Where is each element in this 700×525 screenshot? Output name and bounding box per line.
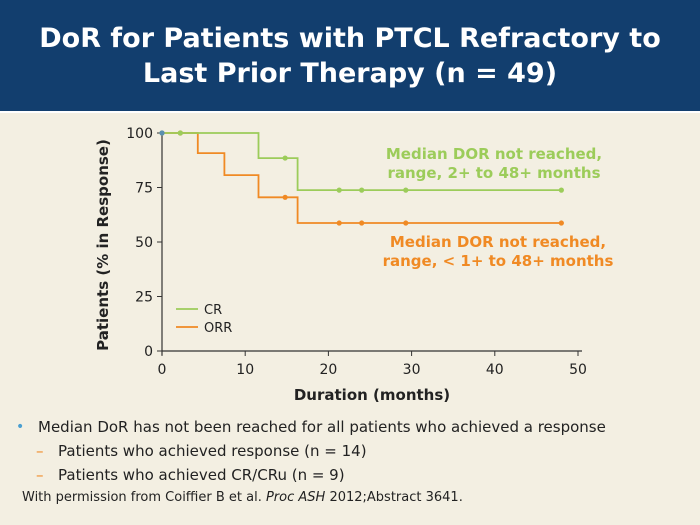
sub-bullet-dash-icon: – [36,442,44,460]
censor-mark-orr [403,220,409,226]
y-axis-label: Patients (% in Response) [94,139,112,351]
series-line-orr [162,132,562,224]
x-tick-label: 0 [158,362,167,378]
y-tick-label: 100 [126,126,153,142]
slide-header: DoR for Patients with PTCL Refractory to… [0,0,700,111]
bullet-dot-icon: • [16,419,25,435]
censor-mark-orr [282,194,288,200]
legend-label-cr: CR [204,303,222,318]
slide-title-line2: Last Prior Therapy (n = 49) [142,57,558,89]
y-tick-label: 75 [135,181,153,197]
bullet-main-text: Median DoR has not been reached for all … [38,418,606,436]
legend-label-orr: ORR [204,321,232,336]
citation-suffix: 2012;Abstract 3641. [325,490,463,505]
bullet-sub-text-response: Patients who achieved response (n = 14) [58,442,367,460]
x-tick-label: 40 [486,362,504,378]
censor-mark-cr [282,155,288,161]
start-point-marker [159,130,165,136]
x-tick-label: 20 [319,362,337,378]
citation: With permission from Coiffier B et al. P… [22,490,463,505]
censor-mark-cr [177,130,183,136]
citation-prefix: With permission from Coiffier B et al. [22,490,266,505]
bullet-list: • Median DoR has not been reached for al… [14,415,694,487]
censor-mark-cr [359,187,365,193]
bullet-sub-text-cr: Patients who achieved CR/CRu (n = 9) [58,466,345,484]
y-tick-label: 25 [135,290,153,306]
annotation-orr-line2: range, < 1+ to 48+ months [383,252,614,270]
annotation-cr-line2: range, 2+ to 48+ months [387,164,600,182]
censor-mark-cr [403,187,409,193]
bullet-item-sub-cr: – Patients who achieved CR/CRu (n = 9) [14,463,694,487]
x-tick-label: 50 [569,362,587,378]
kaplan-meier-chart: 0 10 20 30 40 50 0 25 50 75 100 Duration (months) Pa… [94,126,614,404]
y-tick-label: 0 [144,344,153,360]
annotation-cr-line1: Median DOR not reached, [386,145,602,163]
bullet-item-main: • Median DoR has not been reached for al… [14,415,694,439]
censor-mark-cr [558,187,564,193]
censor-mark-orr [558,220,564,226]
y-tick-label: 50 [135,235,153,251]
censor-mark-orr [359,220,365,226]
x-tick-label: 10 [236,362,254,378]
slide-title-line1: DoR for Patients with PTCL Refractory to [39,22,661,54]
annotation-orr-line1: Median DOR not reached, [390,233,606,251]
bullet-item-sub-response: – Patients who achieved response (n = 14… [14,439,694,463]
censor-mark-orr [336,220,342,226]
censor-mark-cr [336,187,342,193]
header-divider [0,111,700,113]
x-tick-label: 30 [403,362,421,378]
x-axis-label: Duration (months) [294,386,450,404]
sub-bullet-dash-icon: – [36,466,44,484]
citation-journal: Proc ASH [265,490,326,505]
